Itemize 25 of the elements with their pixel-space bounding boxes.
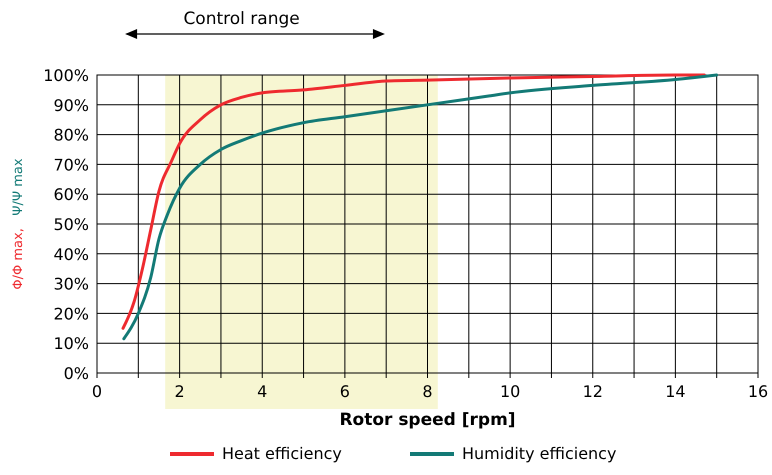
x-tick-label: 2 [174, 382, 185, 401]
x-tick-label: 6 [340, 382, 350, 401]
y-tick-label: 40% [53, 244, 89, 264]
y-tick-label: 100% [43, 66, 89, 85]
x-tick-label: 4 [257, 382, 268, 401]
x-axis-title: Rotor speed [rpm] [339, 410, 516, 430]
y-tick-label: 60% [53, 185, 89, 204]
x-tick-label: 14 [665, 382, 686, 401]
y-tick-label: 70% [53, 155, 89, 174]
text: Control range [183, 9, 300, 29]
x-tick-label: 0 [92, 382, 102, 401]
y-tick-label: 80% [53, 126, 89, 145]
y-axis-title: Φ/Φ max, Ψ/Ψ max [11, 158, 26, 290]
x-tick-label: 16 [748, 382, 768, 401]
y-tick-label: 50% [53, 215, 89, 234]
y-tick-label: 90% [53, 96, 89, 115]
x-tick-label: 10 [500, 382, 520, 401]
x-tick-label: 12 [582, 382, 603, 401]
legend-label: Humidity efficiency [462, 444, 616, 463]
y-tick-label: 0% [64, 364, 89, 383]
y-tick-label: 20% [53, 304, 89, 324]
y-tick-label: 10% [53, 334, 89, 354]
legend-label: Heat efficiency [222, 444, 342, 463]
y-tick-label: 30% [53, 274, 89, 294]
x-tick-label: 8 [422, 382, 433, 401]
